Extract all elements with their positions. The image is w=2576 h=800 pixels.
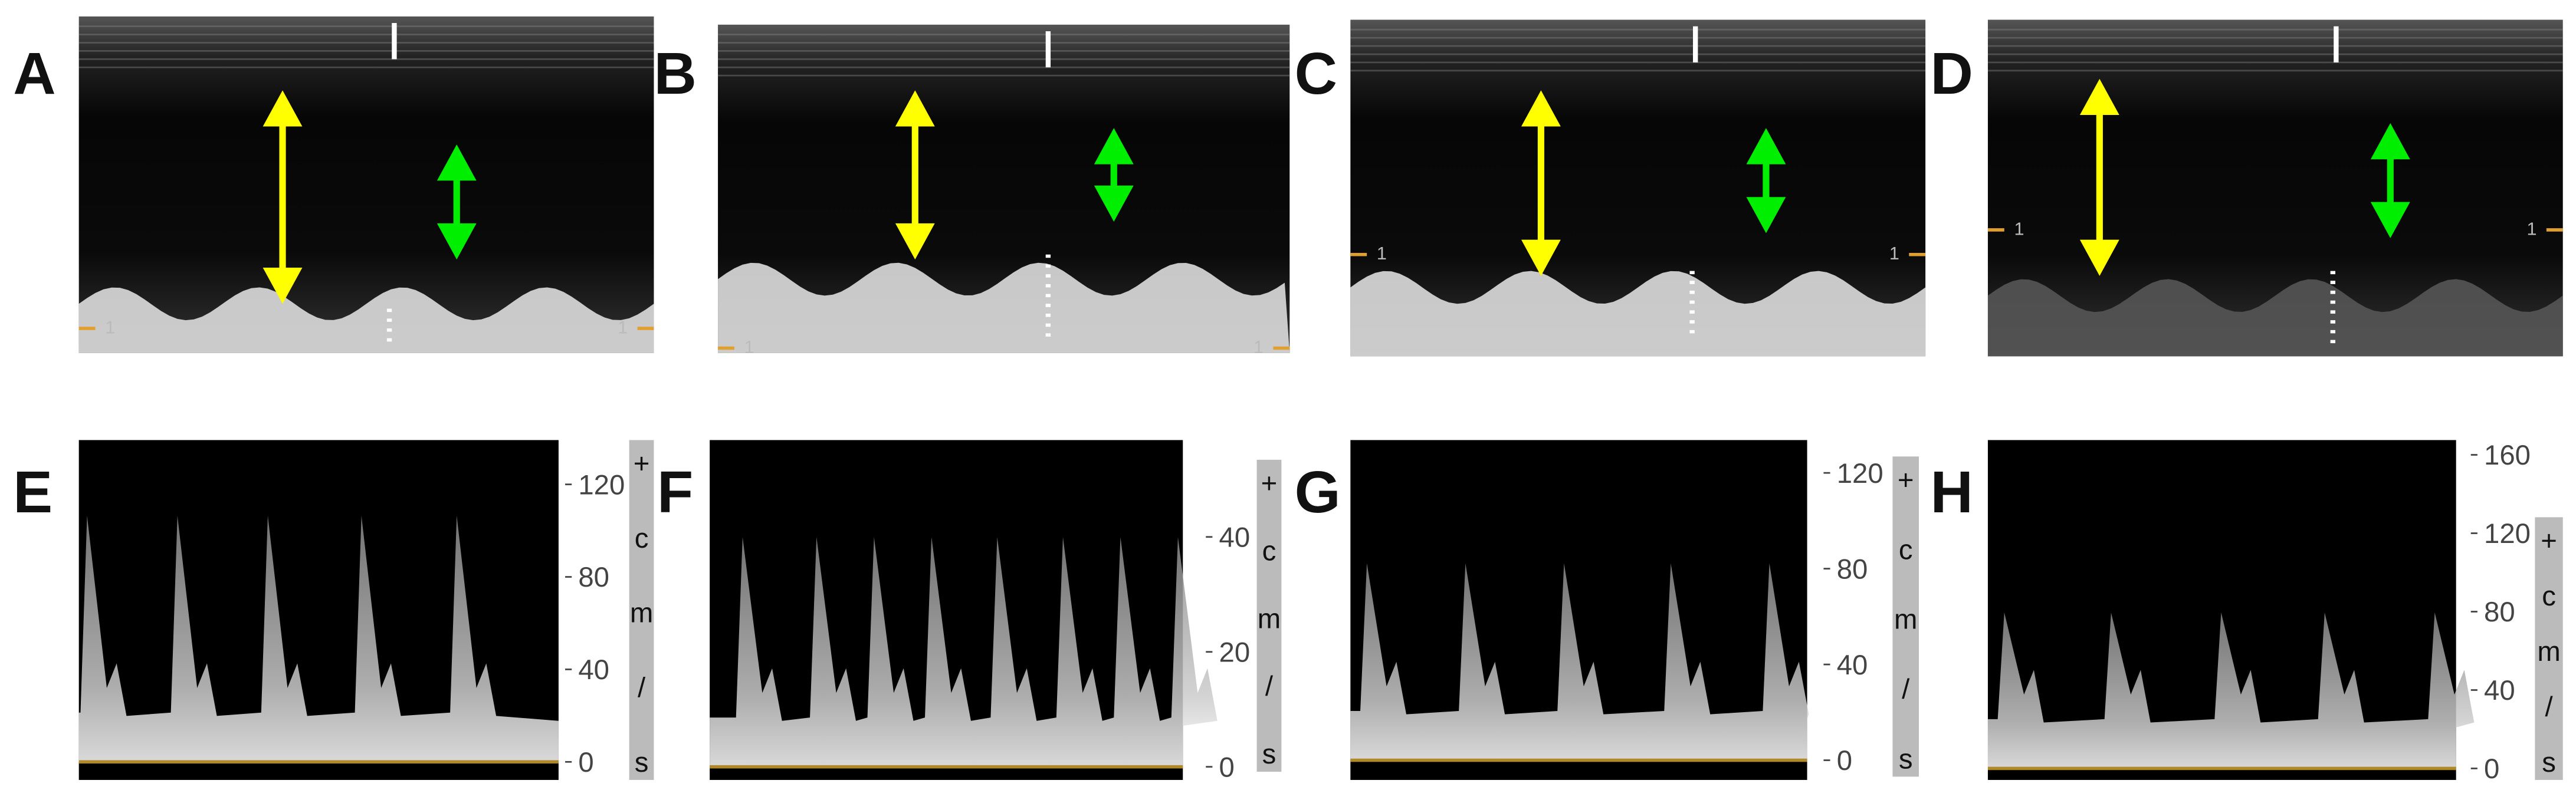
flow-envelope xyxy=(710,536,1218,767)
marker-label: 1 xyxy=(618,317,628,337)
unit-char: / xyxy=(2545,692,2553,723)
arrow-head xyxy=(895,223,935,260)
arrow-head xyxy=(2079,78,2119,116)
unit-char: s xyxy=(635,747,649,778)
wall-echo xyxy=(1350,271,1926,357)
arrow-head xyxy=(1746,128,1786,164)
tick-label: 80 xyxy=(2484,597,2515,628)
arrow-head xyxy=(2370,202,2410,238)
tick-label: 40 xyxy=(1219,522,1251,553)
unit-char: m xyxy=(2537,636,2560,667)
panel-label: D xyxy=(1930,41,1973,107)
unit-char: / xyxy=(1902,674,1910,705)
wall-echo xyxy=(718,262,1290,353)
unit-char: / xyxy=(638,672,646,703)
unit-char: c xyxy=(1262,535,1276,567)
unit-char: + xyxy=(634,448,650,479)
unit-bar xyxy=(1892,456,1919,777)
yellow-arrow xyxy=(2079,78,2119,276)
tick-label: 40 xyxy=(1837,650,1868,681)
flow-envelope xyxy=(78,515,559,762)
flow-envelope xyxy=(1987,612,2475,769)
unit-char: + xyxy=(1261,468,1278,499)
flow-envelope xyxy=(1350,563,1809,761)
unit-char: m xyxy=(1258,603,1281,634)
marker-label: 1 xyxy=(744,337,754,357)
panel-label: A xyxy=(13,41,55,107)
unit-bar xyxy=(2535,517,2563,780)
tick-label: 40 xyxy=(578,654,609,686)
arrow-head xyxy=(2370,123,2410,160)
arrow-head xyxy=(1094,185,1134,222)
unit-bar xyxy=(1256,459,1282,772)
marker-label: 1 xyxy=(1377,243,1387,264)
marker-label: 1 xyxy=(2526,219,2536,239)
arrow-head xyxy=(437,223,477,260)
tick-label: 0 xyxy=(2484,753,2499,785)
unit-char: c xyxy=(2542,581,2556,612)
green-arrow xyxy=(437,144,477,260)
panel-label: E xyxy=(13,459,52,525)
tick-label: 40 xyxy=(2484,675,2515,706)
wall-echo xyxy=(78,287,654,353)
tick-label: 0 xyxy=(1837,745,1852,776)
panel-label: H xyxy=(1930,459,1973,525)
unit-char: c xyxy=(635,523,649,554)
arrow-head xyxy=(1521,239,1561,276)
unit-char: + xyxy=(2541,525,2557,557)
unit-char: + xyxy=(1898,465,1914,496)
green-arrow xyxy=(1746,128,1786,233)
unit-bar xyxy=(629,440,654,780)
marker-label: 1 xyxy=(1889,243,1899,264)
tick-label: 0 xyxy=(578,747,593,778)
arrow-head xyxy=(1746,197,1786,233)
tick-label: 80 xyxy=(1837,554,1868,585)
arrow-head xyxy=(2079,239,2119,276)
tick-label: 160 xyxy=(2484,440,2531,471)
arrow-head xyxy=(262,268,303,304)
unit-char: s xyxy=(1262,739,1276,770)
unit-char: m xyxy=(630,598,653,629)
tick-label: 80 xyxy=(578,562,609,593)
tick-label: 120 xyxy=(1837,458,1883,489)
unit-char: m xyxy=(1894,604,1917,636)
yellow-arrow xyxy=(262,90,303,304)
green-arrow xyxy=(2370,123,2410,238)
arrow-head xyxy=(262,90,303,127)
tick-label: 0 xyxy=(1219,752,1235,783)
marker-label: 1 xyxy=(1253,337,1264,357)
yellow-arrow xyxy=(895,90,935,260)
panel-label: G xyxy=(1295,459,1341,525)
arrow-head xyxy=(437,144,477,181)
panel-label: F xyxy=(657,459,693,525)
arrow-head xyxy=(895,90,935,127)
wall-echo xyxy=(1987,279,2563,357)
unit-char: c xyxy=(1899,534,1913,565)
yellow-arrow xyxy=(1521,90,1561,276)
marker-label: 1 xyxy=(2014,219,2024,239)
tick-label: 120 xyxy=(578,469,625,501)
panel-label: C xyxy=(1295,41,1337,107)
marker-label: 1 xyxy=(105,317,115,337)
unit-char: s xyxy=(1899,743,1913,775)
arrow-head xyxy=(1094,128,1134,164)
tick-label: 20 xyxy=(1219,637,1251,668)
green-arrow xyxy=(1094,128,1134,222)
arrow-head xyxy=(1521,90,1561,127)
unit-char: s xyxy=(2542,747,2556,778)
tick-label: 120 xyxy=(2484,518,2531,549)
unit-char: / xyxy=(1265,671,1274,702)
panel-label: B xyxy=(654,41,696,107)
